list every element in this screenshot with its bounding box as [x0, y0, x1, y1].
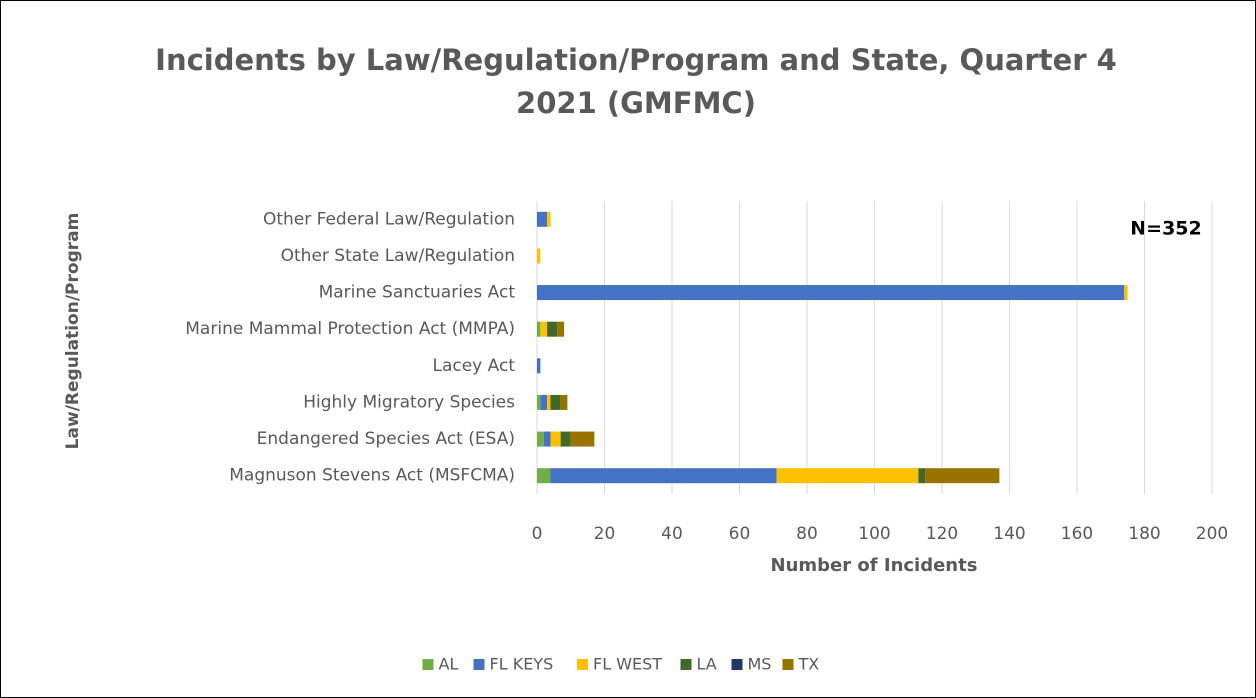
bar-segment: [1124, 285, 1128, 301]
legend-swatch: [473, 659, 485, 670]
bar-segment: [550, 431, 561, 447]
bar-segment: [560, 431, 571, 447]
bar-segment: [537, 248, 541, 264]
bar-segment: [537, 394, 541, 410]
bar-segment: [537, 431, 544, 447]
legend-label: LA: [697, 655, 717, 674]
x-tick-label: 20: [594, 524, 616, 544]
bar-segment: [537, 211, 548, 227]
legend-label: FL WEST: [593, 655, 662, 674]
y-tick-label: Lacey Act: [432, 356, 515, 376]
legend-label: FL KEYS: [490, 655, 554, 674]
bar-segment: [918, 468, 926, 484]
legend-swatch: [731, 659, 743, 670]
legend-swatch: [680, 659, 692, 670]
bar-segment: [537, 468, 551, 484]
x-axis-label: Number of Incidents: [771, 555, 978, 576]
bar-segment: [537, 285, 1125, 301]
y-tick-label: Highly Migratory Species: [303, 392, 515, 412]
x-tick-label: 140: [993, 524, 1025, 544]
annotation: N=352: [1130, 218, 1201, 240]
bar-segment: [540, 321, 548, 337]
legend-swatch: [422, 659, 434, 670]
bar-segment: [550, 468, 777, 484]
bar-segment: [557, 321, 564, 337]
chart-title: Incidents by Law/Regulation/Program and …: [155, 43, 1117, 120]
bar-segment: [547, 321, 558, 337]
x-tick-label: 100: [858, 524, 890, 544]
legend-swatch: [782, 659, 794, 670]
x-tick-label: 0: [532, 524, 543, 544]
x-tick-label: 200: [1196, 524, 1228, 544]
x-tick-label: 80: [796, 524, 818, 544]
legend-label: AL: [439, 655, 459, 674]
y-tick-label: Marine Sanctuaries Act: [319, 283, 516, 303]
bar-segment: [547, 211, 551, 227]
legend-label: MS: [748, 655, 772, 674]
bar-segment: [543, 431, 551, 447]
bar-segment: [550, 394, 561, 410]
bar-segment: [540, 394, 548, 410]
y-tick-label: Other State Law/Regulation: [281, 246, 515, 266]
y-tick-label: Endangered Species Act (ESA): [257, 429, 515, 449]
bar-segment: [776, 468, 919, 484]
bar-segment: [560, 394, 568, 410]
legend-label: TX: [798, 655, 820, 674]
x-tick-label: 180: [1128, 524, 1160, 544]
bar-segment: [547, 394, 551, 410]
y-axis-label: Law/Regulation/Program: [63, 213, 83, 450]
bar-segment: [537, 321, 541, 337]
y-tick-label: Magnuson Stevens Act (MSFCMA): [229, 466, 515, 486]
bar-segment: [537, 358, 541, 374]
y-tick-label: Other Federal Law/Regulation: [263, 209, 515, 229]
y-tick-label: Marine Mammal Protection Act (MMPA): [185, 319, 515, 339]
bar-segment: [570, 431, 595, 447]
bar-segment: [925, 468, 1000, 484]
legend-swatch: [577, 659, 588, 670]
x-tick-label: 60: [729, 524, 751, 544]
x-tick-label: 160: [1061, 524, 1093, 544]
x-tick-label: 40: [661, 524, 683, 544]
x-tick-label: 120: [926, 524, 958, 544]
